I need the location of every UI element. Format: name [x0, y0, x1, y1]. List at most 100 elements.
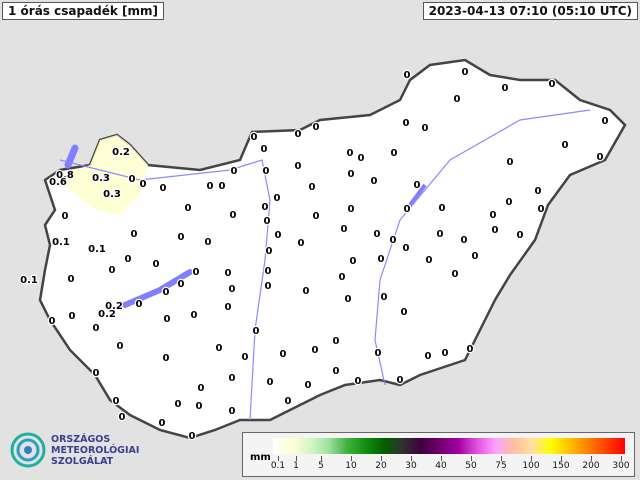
- station-value: 0: [602, 116, 609, 127]
- station-value: 0: [562, 140, 569, 151]
- station-value: 0: [462, 67, 469, 78]
- station-value: 0: [117, 341, 124, 352]
- station-value: 0: [313, 211, 320, 222]
- lake-tisza: [408, 183, 427, 207]
- station-value: 0.1: [20, 275, 38, 286]
- legend-tick-label: 1: [293, 461, 299, 471]
- station-value: 0: [93, 323, 100, 334]
- station-value: 0: [225, 268, 232, 279]
- station-value: 0: [422, 123, 429, 134]
- station-value: 0: [309, 182, 316, 193]
- station-value: 0: [403, 118, 410, 129]
- station-value: 0.2: [105, 301, 123, 312]
- station-value: 0: [401, 307, 408, 318]
- station-value: 0: [467, 344, 474, 355]
- station-value: 0: [196, 401, 203, 412]
- logo-swirl-icon: [10, 432, 46, 468]
- station-value: 0: [390, 235, 397, 246]
- station-value: 0: [517, 230, 524, 241]
- legend-tick: [561, 456, 562, 461]
- station-value: 0: [129, 174, 136, 185]
- station-value: 0: [136, 299, 143, 310]
- legend-tick: [381, 456, 382, 461]
- legend-tick-label: 0.1: [270, 461, 286, 471]
- station-value: 0: [538, 204, 545, 215]
- station-value: 0: [125, 254, 132, 265]
- station-value: 0: [267, 377, 274, 388]
- station-value: 0: [341, 224, 348, 235]
- station-value: 0: [205, 237, 212, 248]
- station-value: 0: [253, 326, 260, 337]
- station-value: 0: [189, 431, 196, 442]
- legend-tick-label: 5: [318, 461, 324, 471]
- station-value: 0: [160, 183, 167, 194]
- station-value: 0: [275, 230, 282, 241]
- station-value: 0: [333, 366, 340, 377]
- legend-tick: [501, 456, 502, 461]
- station-value: 0: [502, 83, 509, 94]
- legend-tick-label: 40: [435, 461, 447, 471]
- station-value: 0: [461, 235, 468, 246]
- station-value: 0: [62, 211, 69, 222]
- station-value: 0: [339, 272, 346, 283]
- station-value: 0: [175, 399, 182, 410]
- station-value: 0: [216, 343, 223, 354]
- station-value: 0: [303, 286, 310, 297]
- station-value: 0.2: [112, 147, 130, 158]
- station-value: 0: [425, 351, 432, 362]
- legend-tick: [531, 456, 532, 461]
- station-value: 0.6: [49, 177, 67, 188]
- station-value: 0: [93, 368, 100, 379]
- legend-tick: [471, 456, 472, 461]
- map-title: 1 órás csapadék [mm]: [2, 2, 165, 20]
- color-legend: mm 0.1 1 5 10 20 30 40 50 75 100 150 200 300: [242, 432, 635, 477]
- station-value: 0: [131, 229, 138, 240]
- legend-tick: [296, 456, 297, 461]
- station-value: 0: [426, 255, 433, 266]
- station-value: 0: [251, 132, 258, 143]
- station-value: 0: [119, 412, 126, 423]
- legend-tick: [278, 456, 279, 461]
- legend-tick-label: 50: [465, 461, 477, 471]
- river-tisza: [374, 109, 591, 386]
- station-value: 0: [298, 238, 305, 249]
- station-value: 0: [230, 210, 237, 221]
- legend-tick: [621, 456, 622, 461]
- logo-line1: ORSZÁGOS: [51, 434, 111, 445]
- station-value: 0: [198, 383, 205, 394]
- station-value: 0: [535, 186, 542, 197]
- station-value: 0: [403, 243, 410, 254]
- station-value: 0: [490, 210, 497, 221]
- station-value: 0: [404, 70, 411, 81]
- station-value: 0.3: [103, 189, 121, 200]
- legend-tick-label: 150: [552, 461, 570, 471]
- station-value: 0: [163, 353, 170, 364]
- station-value: 0: [333, 336, 340, 347]
- station-value: 0: [185, 203, 192, 214]
- station-value: 0: [452, 269, 459, 280]
- station-value: 0: [191, 310, 198, 321]
- legend-tick-label: 10: [345, 461, 357, 471]
- legend-tick-label: 20: [375, 461, 387, 471]
- station-value: 0: [492, 225, 499, 236]
- station-value: 0: [305, 380, 312, 391]
- station-value: 0: [274, 193, 281, 204]
- station-value: 0: [549, 79, 556, 90]
- logo-line3: SZOLGÁLAT: [51, 456, 114, 467]
- station-value: 0: [506, 197, 513, 208]
- station-value: 0: [397, 375, 404, 386]
- station-value: 0: [371, 176, 378, 187]
- legend-tick: [411, 456, 412, 461]
- station-value: 0: [242, 352, 249, 363]
- station-value: 0: [442, 348, 449, 359]
- station-value: 0: [159, 418, 166, 429]
- station-value: 0: [350, 256, 357, 267]
- legend-color-bar: [273, 438, 625, 454]
- station-value: 0: [312, 345, 319, 356]
- station-value: 0: [472, 251, 479, 262]
- station-value: 0: [163, 287, 170, 298]
- station-value: 0: [109, 265, 116, 276]
- station-value: 0: [193, 267, 200, 278]
- station-value: 0: [178, 232, 185, 243]
